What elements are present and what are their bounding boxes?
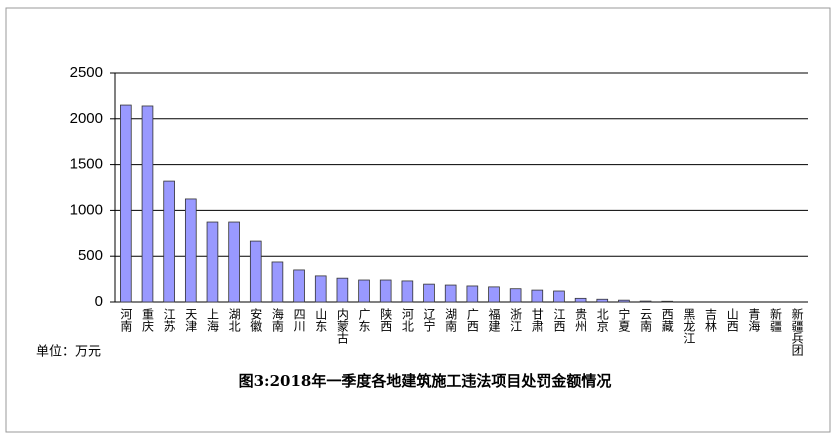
x-tick-label: 福建 <box>487 307 501 333</box>
bar <box>639 300 652 303</box>
bar <box>661 300 674 303</box>
bar <box>163 180 175 303</box>
x-tick-label: 江苏 <box>162 308 176 332</box>
x-tick-label: 广东 <box>357 308 371 332</box>
x-tick-label: 河北 <box>400 308 414 333</box>
x-tick-label: 安徽 <box>249 307 263 332</box>
x-tick-label: 河南 <box>119 308 133 332</box>
y-tick-label: 500 <box>78 247 103 264</box>
x-tick-label: 西藏 <box>660 308 674 333</box>
x-tick-label: 海南 <box>270 307 284 332</box>
bar <box>596 298 609 303</box>
x-tick-label: 重庆 <box>140 308 154 332</box>
x-tick-label: 四川 <box>292 308 306 332</box>
x-tick-label: 青海 <box>747 308 761 332</box>
bar <box>379 279 392 303</box>
x-tick-label: 北京 <box>595 308 609 333</box>
x-tick-label: 黑龙江 <box>682 308 696 344</box>
x-tick-label: 浙江 <box>509 308 523 332</box>
bar <box>574 297 587 303</box>
bar <box>314 275 327 303</box>
bar <box>509 288 522 303</box>
x-tick-label: 江西 <box>552 308 566 332</box>
x-tick-label: 广西 <box>465 308 479 332</box>
bar <box>444 284 457 303</box>
y-tick-label: 2000 <box>70 110 103 127</box>
bar <box>141 105 154 303</box>
y-tick-label: 1500 <box>70 156 103 173</box>
x-tick-label: 山东 <box>314 308 328 332</box>
bar <box>293 269 305 303</box>
bar <box>271 261 284 303</box>
bar <box>184 198 197 303</box>
bar <box>120 104 132 303</box>
bar <box>249 240 262 303</box>
x-tick-label: 贵州 <box>574 308 588 332</box>
bar <box>488 286 500 303</box>
chart-title: 图3:2018年一季度各地建筑施工违法项目处罚金额情况 <box>239 372 612 390</box>
x-tick-label: 新疆兵团 <box>790 307 804 357</box>
bar <box>466 285 479 303</box>
x-tick-label: 山西 <box>725 308 739 332</box>
bar <box>618 299 630 303</box>
bar <box>423 283 435 303</box>
x-tick-label: 内蒙古 <box>335 308 349 344</box>
bar <box>206 221 219 303</box>
y-tick-label: 1000 <box>70 201 103 218</box>
x-tick-label: 湖北 <box>227 307 241 333</box>
x-tick-label: 上海 <box>205 308 219 332</box>
unit-label: 单位：万元 <box>36 345 101 360</box>
bar <box>401 280 414 303</box>
bar <box>531 289 544 303</box>
x-tick-label: 吉林 <box>704 308 718 332</box>
x-tick-label: 甘肃 <box>530 308 544 333</box>
x-tick-label: 湖南 <box>444 307 458 332</box>
bar <box>553 290 565 303</box>
x-tick-label: 辽宁 <box>422 308 436 332</box>
y-tick-label: 2500 <box>70 64 103 81</box>
x-tick-label: 天津 <box>184 308 198 332</box>
y-tick-label: 0 <box>95 293 103 310</box>
x-tick-label: 新疆 <box>769 307 783 332</box>
x-tick-label: 宁夏 <box>617 307 631 332</box>
bar <box>358 279 370 303</box>
bar <box>336 277 349 303</box>
x-tick-label: 云南 <box>639 308 653 332</box>
bar <box>228 221 240 303</box>
x-tick-label: 陕西 <box>379 307 393 332</box>
